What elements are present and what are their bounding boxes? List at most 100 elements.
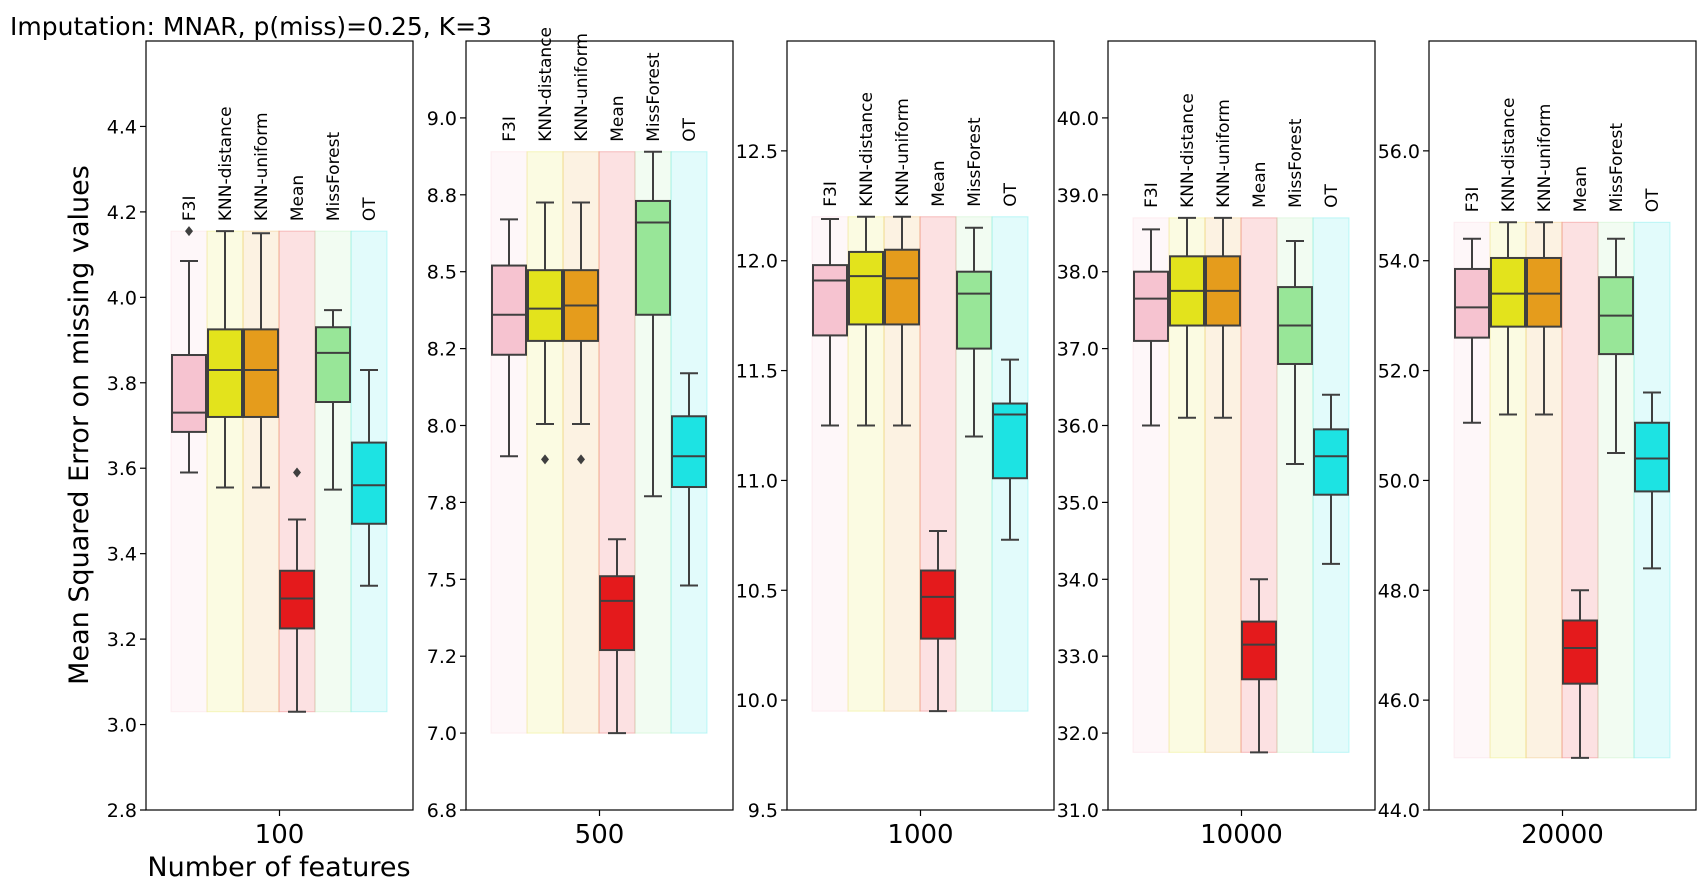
box-Mean	[920, 569, 956, 640]
y-tick-label: 52.0	[1378, 361, 1420, 383]
box-KNN-uniform	[243, 328, 279, 418]
method-label: Mean	[608, 95, 628, 141]
box-OT	[1634, 421, 1670, 493]
method-label: KNN-distance	[216, 106, 236, 221]
method-label: OT	[1322, 183, 1342, 207]
y-tick-label: 3.2	[107, 629, 137, 651]
box-Mean	[1241, 620, 1277, 681]
method-label: KNN-uniform	[893, 98, 913, 207]
box-OT	[992, 402, 1028, 480]
box-F3I	[171, 354, 207, 433]
y-tick-label: 8.2	[427, 339, 457, 361]
panel-20000: F3I KNN-distance KNN-uniform Mean MissForest…	[1378, 40, 1697, 850]
y-tick-label: 2.8	[107, 800, 137, 822]
x-category-label: 500	[575, 820, 625, 850]
panel-100: F3I KNN-distance KNN-uniform Mean MissForest…	[107, 40, 414, 850]
x-category-label: 20000	[1521, 820, 1604, 850]
y-tick-label: 8.0	[427, 416, 457, 438]
method-label: F3I	[821, 181, 841, 207]
method-label: Mean	[1250, 162, 1270, 208]
y-tick-label: 9.5	[748, 800, 778, 822]
panel-1000: F3I KNN-distance KNN-uniform Mean MissForest…	[736, 40, 1055, 850]
x-category-label: 10000	[1200, 820, 1283, 850]
y-tick-label: 4.0	[107, 287, 137, 309]
y-axis-label: Mean Squared Error on missing values	[64, 165, 95, 685]
y-tick-label: 10.5	[736, 580, 778, 602]
panel-500: F3I KNN-distance KNN-uniform Mean MissForest…	[427, 27, 734, 850]
panels: F3I KNN-distance KNN-uniform Mean MissForest…	[107, 27, 1697, 850]
outlier-point	[541, 454, 549, 465]
y-tick-label: 7.5	[427, 569, 457, 591]
y-tick-label: 38.0	[1057, 262, 1099, 284]
method-label: OT	[680, 117, 700, 141]
y-tick-label: 11.0	[736, 470, 778, 492]
method-label: KNN-uniform	[252, 112, 272, 221]
x-category-label: 1000	[887, 820, 953, 850]
y-tick-label: 31.0	[1057, 800, 1099, 822]
y-tick-label: 33.0	[1057, 646, 1099, 668]
y-tick-label: 12.0	[736, 251, 778, 273]
box-Mean	[279, 569, 315, 630]
y-tick-label: 8.5	[427, 262, 457, 284]
panel-10000: F3I KNN-distance KNN-uniform Mean MissForest…	[1057, 40, 1376, 850]
method-label: OT	[360, 197, 380, 221]
method-label: KNN-distance	[1499, 98, 1519, 213]
y-tick-label: 36.0	[1057, 416, 1099, 438]
outlier-point	[185, 226, 193, 237]
box-KNN-distance	[527, 269, 563, 342]
method-label: MissForest	[1286, 118, 1306, 208]
y-tick-label: 7.0	[427, 723, 457, 745]
box-F3I	[491, 264, 527, 356]
method-label: KNN-distance	[857, 92, 877, 207]
box-KNN-distance	[848, 250, 884, 326]
box-MissForest	[956, 270, 992, 350]
method-label: Mean	[1571, 166, 1591, 212]
y-tick-label: 37.0	[1057, 339, 1099, 361]
method-label: OT	[1643, 188, 1663, 212]
y-tick-label: 44.0	[1378, 800, 1420, 822]
box-KNN-uniform	[884, 248, 920, 326]
y-tick-label: 48.0	[1378, 580, 1420, 602]
y-tick-label: 9.0	[427, 108, 457, 130]
y-tick-label: 12.5	[736, 141, 778, 163]
box-MissForest	[635, 199, 671, 316]
method-label: MissForest	[644, 52, 664, 142]
method-label: MissForest	[1607, 123, 1627, 213]
method-label: MissForest	[965, 117, 985, 207]
y-tick-label: 39.0	[1057, 185, 1099, 207]
y-tick-label: 50.0	[1378, 470, 1420, 492]
method-label: F3I	[180, 196, 200, 222]
method-label: KNN-distance	[1178, 93, 1198, 208]
box-OT	[671, 415, 707, 489]
method-label: KNN-uniform	[572, 33, 592, 142]
box-OT	[1313, 428, 1349, 496]
y-tick-label: 3.0	[107, 715, 137, 737]
y-tick-label: 6.8	[427, 800, 457, 822]
method-label: KNN-uniform	[1214, 99, 1234, 208]
box-KNN-uniform	[1526, 256, 1562, 328]
method-label: F3I	[1142, 182, 1162, 208]
method-label: OT	[1001, 182, 1021, 206]
y-tick-label: 46.0	[1378, 690, 1420, 712]
y-tick-label: 35.0	[1057, 492, 1099, 514]
y-tick-label: 54.0	[1378, 251, 1420, 273]
box-KNN-distance	[1490, 256, 1526, 328]
method-label: KNN-distance	[536, 27, 556, 142]
x-axis-label: Number of features	[147, 852, 410, 883]
y-tick-label: 3.8	[107, 373, 137, 395]
method-label: F3I	[1463, 187, 1483, 213]
y-tick-label: 40.0	[1057, 108, 1099, 130]
method-label: Mean	[288, 175, 308, 221]
y-tick-label: 3.6	[107, 458, 137, 480]
box-KNN-distance	[207, 328, 243, 418]
box-Mean	[599, 575, 635, 652]
method-label: Mean	[929, 160, 949, 206]
box-F3I	[812, 264, 848, 337]
y-tick-label: 4.2	[107, 202, 137, 224]
figure-title: Imputation: MNAR, p(miss)=0.25, K=3	[10, 12, 492, 41]
box-Mean	[1562, 619, 1598, 685]
y-tick-label: 4.4	[107, 116, 137, 138]
y-tick-label: 56.0	[1378, 141, 1420, 163]
box-MissForest	[315, 326, 351, 404]
